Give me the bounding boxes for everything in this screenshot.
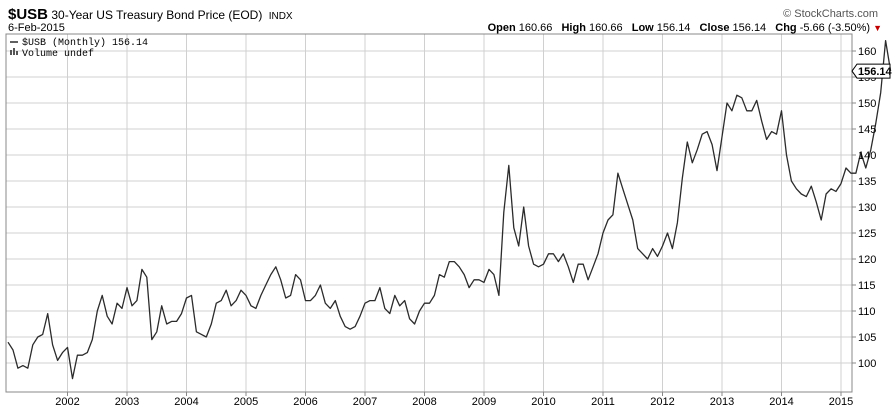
exchange: INDX [268, 11, 293, 22]
y-tick-label: 130 [858, 202, 876, 214]
x-tick-label: 2005 [234, 396, 258, 408]
x-tick-label: 2013 [710, 396, 734, 408]
y-tick-label: 110 [858, 306, 876, 318]
y-tick-label: 140 [858, 150, 876, 162]
open-label: Open [487, 22, 516, 34]
brand-link[interactable]: © StockCharts.com [783, 8, 878, 20]
y-tick-label: 145 [858, 124, 876, 136]
y-tick-label: 105 [858, 332, 876, 344]
chg-label: Chg [775, 22, 797, 34]
series-line-usb [7, 39, 892, 380]
symbol[interactable]: $USB [8, 6, 49, 23]
x-tick-label: 2003 [115, 396, 139, 408]
x-tick-label: 2008 [412, 396, 436, 408]
last-price-label: 156.14 [858, 66, 893, 78]
y-tick-label: 100 [858, 358, 876, 370]
y-tick-label: 125 [858, 228, 876, 240]
grid [6, 34, 852, 392]
x-tick-label: 2015 [829, 396, 853, 408]
description: 30-Year US Treasury Bond Price (EOD) [51, 8, 263, 22]
x-tick-label: 2012 [650, 396, 674, 408]
y-tick-label: 160 [858, 46, 876, 58]
x-axis: 2002 2003 2004 2005 2006 2007 2008 2009 2010 2011… [55, 392, 853, 408]
y-tick-label: 135 [858, 176, 876, 188]
legend-volume-label: Volume undef [22, 48, 94, 60]
chart-date: 6-Feb-2015 [8, 22, 65, 34]
chart-header: $USB 30-Year US Treasury Bond Price (EOD… [8, 6, 293, 23]
y-tick-label: 115 [858, 280, 876, 292]
high-label: High [561, 22, 586, 34]
low-label: Low [631, 22, 654, 34]
open-value: 160.66 [518, 22, 553, 34]
x-tick-label: 2006 [293, 396, 317, 408]
x-tick-label: 2002 [55, 396, 79, 408]
down-arrow-icon: ▼ [873, 23, 882, 33]
legend-series-label: $USB (Monthly) 156.14 [22, 37, 148, 49]
chg-value: -5.66 (-3.50%) [799, 22, 871, 34]
high-value: 160.66 [589, 22, 623, 34]
x-tick-label: 2007 [353, 396, 377, 408]
x-tick-label: 2004 [174, 396, 198, 408]
ohlc-readout: Open 160.66 High 160.66 Low 156.14 Close… [482, 22, 882, 34]
legend: $USB (Monthly) 156.14 Volume undef [10, 37, 148, 60]
y-tick-label: 150 [858, 98, 876, 110]
plot-frame [5, 33, 853, 393]
volume-icon [10, 48, 18, 55]
close-label: Close [699, 22, 730, 34]
y-axis: 100105110115120125130135140145150155160 [852, 46, 876, 370]
x-tick-label: 2009 [472, 396, 496, 408]
low-value: 156.14 [656, 22, 691, 34]
last-price-tag: 156.14 [851, 63, 893, 79]
y-tick-label: 120 [858, 254, 876, 266]
close-value: 156.14 [732, 22, 767, 34]
x-tick-label: 2014 [769, 396, 793, 408]
x-tick-label: 2010 [531, 396, 555, 408]
x-tick-label: 2011 [591, 396, 615, 408]
